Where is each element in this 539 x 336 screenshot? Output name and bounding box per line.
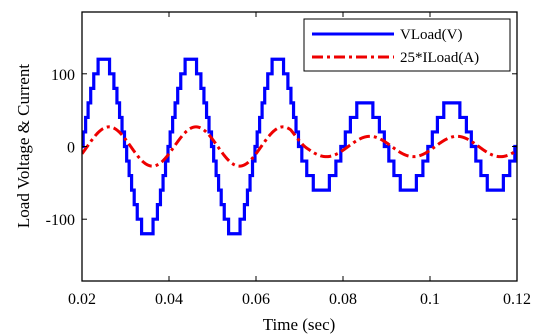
x-tick-label: 0.08 bbox=[329, 291, 357, 308]
plot-area bbox=[82, 57, 517, 236]
legend-box bbox=[303, 18, 511, 72]
series-line-vload bbox=[82, 57, 517, 236]
y-axis-label: Load Voltage & Current bbox=[14, 64, 33, 228]
legend: VLoad(V) 25*ILoad(A) bbox=[303, 18, 511, 72]
y-tick-label: 0 bbox=[67, 140, 75, 157]
y-tick-label: 100 bbox=[51, 67, 75, 84]
x-tick-label: 0.1 bbox=[420, 291, 440, 308]
x-tick-label: 0.04 bbox=[155, 291, 183, 308]
series-line-iload bbox=[82, 125, 517, 168]
x-tick-label: 0.12 bbox=[503, 291, 531, 308]
x-axis-label: Time (sec) bbox=[263, 315, 336, 334]
legend-label: VLoad(V) bbox=[400, 27, 462, 43]
y-tick-label: -100 bbox=[46, 212, 75, 229]
x-tick-label: 0.02 bbox=[68, 291, 96, 308]
legend-label: 25*ILoad(A) bbox=[400, 50, 479, 66]
axes: 0.02 0.04 0.06 0.08 0.1 0.12 100 0 -100 bbox=[46, 11, 531, 308]
x-tick-label: 0.06 bbox=[242, 291, 270, 308]
